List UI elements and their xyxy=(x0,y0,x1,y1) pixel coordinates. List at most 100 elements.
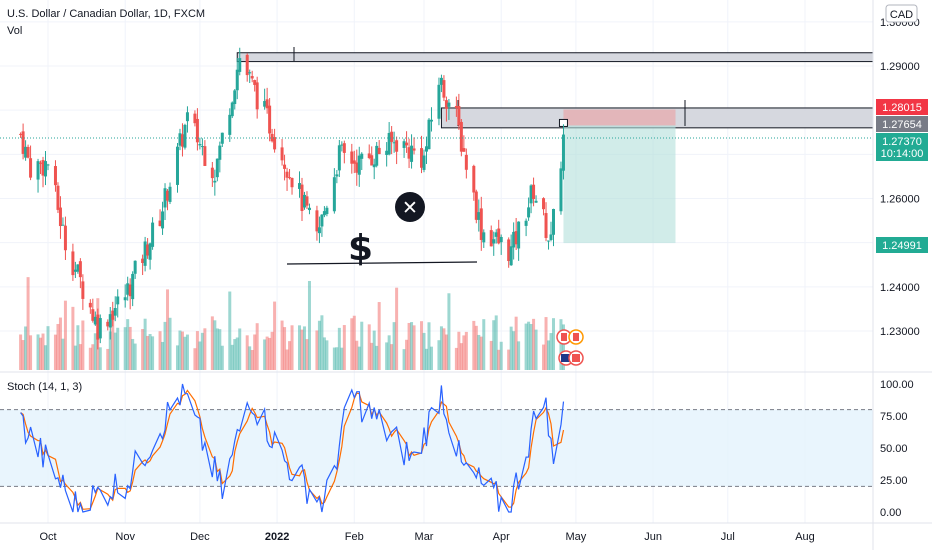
candle-body xyxy=(494,232,498,237)
dollar-annotation[interactable]: $ xyxy=(348,228,373,269)
candle-body xyxy=(73,269,77,272)
resistance-zone[interactable] xyxy=(236,52,874,63)
volume-bar xyxy=(116,327,120,370)
candle-body xyxy=(113,308,117,316)
volume-bar xyxy=(402,349,406,370)
candle-body xyxy=(407,147,411,159)
volume-bar xyxy=(183,336,187,370)
candle-body xyxy=(420,148,424,168)
candle-body xyxy=(529,185,533,204)
candle-body xyxy=(215,158,219,178)
position-risk-zone[interactable] xyxy=(563,109,676,126)
volume-bar xyxy=(322,337,326,370)
candle-body xyxy=(131,273,135,300)
volume-bar xyxy=(307,280,311,370)
candle-body xyxy=(559,168,563,212)
candle-body xyxy=(230,102,234,117)
price-tick-label: 1.29000 xyxy=(880,61,920,73)
volume-bar xyxy=(335,347,339,370)
support-trendline[interactable] xyxy=(286,261,478,265)
candle-body xyxy=(250,76,254,79)
candle-body xyxy=(482,232,486,243)
candle-body xyxy=(298,183,302,189)
candle-body xyxy=(166,190,170,201)
us-flag-stripes xyxy=(561,354,571,362)
volume-bar xyxy=(405,339,409,370)
candle-body xyxy=(58,207,62,227)
entry-badge-text: 1.27654 xyxy=(882,119,922,131)
event-flags[interactable] xyxy=(556,329,584,366)
volume-bar xyxy=(357,346,361,370)
volume-bar xyxy=(108,331,112,370)
currency-button[interactable]: CAD xyxy=(885,4,918,23)
volume-label[interactable]: Vol xyxy=(7,25,22,37)
volume-bar xyxy=(166,289,170,370)
candle-body xyxy=(253,80,257,85)
candle-body xyxy=(442,80,446,98)
candle-body xyxy=(133,260,137,274)
candle-body xyxy=(210,167,214,179)
time-tick-label: Mar xyxy=(415,531,434,543)
candle-body xyxy=(335,174,339,177)
short-position-tool[interactable] xyxy=(558,109,676,244)
candle-body xyxy=(385,150,389,155)
volume-bar xyxy=(283,327,287,370)
volume-bar xyxy=(422,332,426,370)
candle-body xyxy=(146,244,150,256)
volume-bar xyxy=(342,325,346,370)
position-reward-zone[interactable] xyxy=(563,125,676,244)
volume-bar xyxy=(305,339,309,370)
volume-bar xyxy=(547,340,551,370)
volume-bar xyxy=(93,333,97,370)
volume-bar xyxy=(81,320,85,370)
candle-body xyxy=(377,147,381,155)
candle-body xyxy=(203,146,207,166)
candle-body xyxy=(116,296,120,305)
stoch-label[interactable]: Stoch (14, 1, 3) xyxy=(7,381,82,393)
candle-body xyxy=(509,246,513,266)
entry-badge-bg xyxy=(876,116,928,132)
stop-badge-text: 1.24991 xyxy=(882,240,922,252)
cross-annotation[interactable]: ✕ xyxy=(395,192,425,222)
candle-body xyxy=(375,145,379,166)
time-axis[interactable]: Oct Nov Dec 2022 Feb Mar Apr May Jun Jul Aug xyxy=(39,531,814,543)
volume-bar xyxy=(325,340,329,370)
volume-bar xyxy=(39,337,43,370)
volume-bar xyxy=(454,347,458,370)
candle-body xyxy=(337,145,341,171)
volume-bar xyxy=(479,336,483,370)
volume-bars xyxy=(19,277,565,370)
volume-bar xyxy=(255,323,259,370)
price-axis[interactable]: 1.300001.290001.280001.270001.260001.250… xyxy=(880,17,920,338)
volume-bar xyxy=(63,300,67,370)
stoch-axis[interactable]: 100.00 75.00 50.00 25.00 0.00 xyxy=(880,379,914,519)
candle-body xyxy=(437,84,441,119)
volume-bar xyxy=(73,345,77,370)
volume-bar xyxy=(514,316,518,370)
candle-body xyxy=(63,225,67,251)
candle-body xyxy=(357,155,361,175)
volume-bar xyxy=(561,324,565,370)
candle-body xyxy=(402,141,406,148)
symbol-title[interactable]: U.S. Dollar / Canadian Dollar, 1D, FXCM xyxy=(7,8,205,20)
candle-body xyxy=(340,144,344,146)
target-price-badge: 1.28015 xyxy=(876,99,928,115)
volume-bar xyxy=(185,334,189,370)
volume-bar xyxy=(352,315,356,370)
volume-bar xyxy=(367,324,371,370)
candle-body xyxy=(200,146,204,148)
currency-button-bg xyxy=(885,4,918,23)
candle-body xyxy=(499,236,503,243)
volume-bar xyxy=(76,325,80,370)
candle-body xyxy=(325,207,329,215)
volume-bar xyxy=(551,318,555,370)
volume-bar xyxy=(265,336,269,370)
candle-body xyxy=(24,146,28,158)
candle-body xyxy=(108,314,112,328)
volume-bar xyxy=(218,329,222,370)
candle-body xyxy=(53,166,57,186)
candle-body xyxy=(342,143,346,153)
volume-bar xyxy=(213,320,217,370)
volume-bar xyxy=(517,341,521,370)
